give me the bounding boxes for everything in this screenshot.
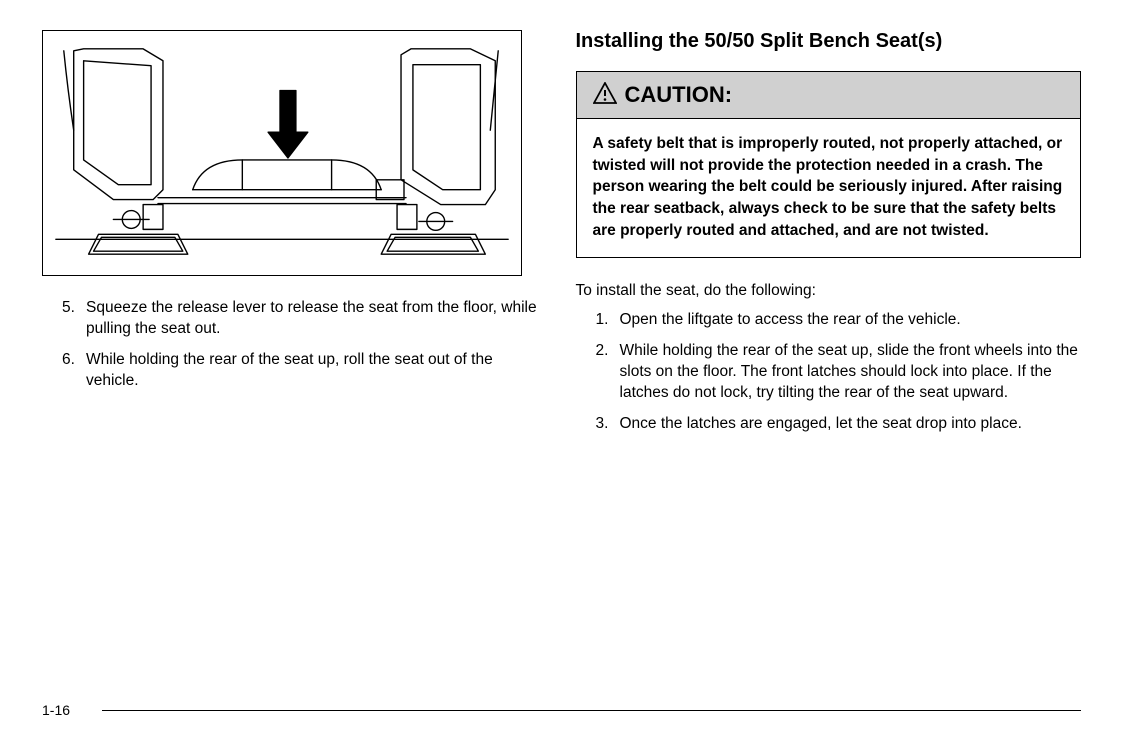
step-item: 1. Open the liftgate to access the rear …: [600, 310, 1082, 331]
step-text: Once the latches are engaged, let the se…: [620, 415, 1022, 432]
section-heading: Installing the 50/50 Split Bench Seat(s): [576, 30, 1082, 53]
right-steps-list: 1. Open the liftgate to access the rear …: [576, 310, 1082, 445]
step-item: 5. Squeeze the release lever to release …: [66, 298, 548, 340]
step-item: 6. While holding the rear of the seat up…: [66, 350, 548, 392]
caution-box: CAUTION: A safety belt that is improperl…: [576, 71, 1082, 258]
step-number: 5.: [62, 298, 75, 319]
seat-diagram-svg: [43, 31, 521, 275]
intro-text: To install the seat, do the following:: [576, 282, 1082, 300]
step-number: 3.: [596, 414, 609, 435]
step-number: 2.: [596, 341, 609, 362]
step-text: While holding the rear of the seat up, s…: [620, 342, 1078, 401]
warning-triangle-icon: [593, 82, 617, 108]
step-text: Squeeze the release lever to release the…: [86, 299, 537, 337]
seat-diagram-figure: [42, 30, 522, 276]
right-column: Installing the 50/50 Split Bench Seat(s)…: [576, 30, 1082, 720]
caution-header: CAUTION:: [577, 72, 1081, 119]
page-footer: 1-16: [42, 702, 1081, 718]
footer-rule: [102, 710, 1081, 711]
step-item: 2. While holding the rear of the seat up…: [600, 341, 1082, 404]
step-number: 6.: [62, 350, 75, 371]
left-column: 5. Squeeze the release lever to release …: [42, 30, 548, 720]
step-text: Open the liftgate to access the rear of …: [620, 311, 961, 328]
page: 5. Squeeze the release lever to release …: [0, 0, 1123, 750]
page-number: 1-16: [42, 702, 70, 718]
caution-body: A safety belt that is improperly routed,…: [577, 119, 1081, 257]
step-text: While holding the rear of the seat up, r…: [86, 351, 493, 389]
step-number: 1.: [596, 310, 609, 331]
caution-label: CAUTION:: [625, 82, 733, 108]
step-item: 3. Once the latches are engaged, let the…: [600, 414, 1082, 435]
left-steps-list: 5. Squeeze the release lever to release …: [42, 298, 548, 402]
